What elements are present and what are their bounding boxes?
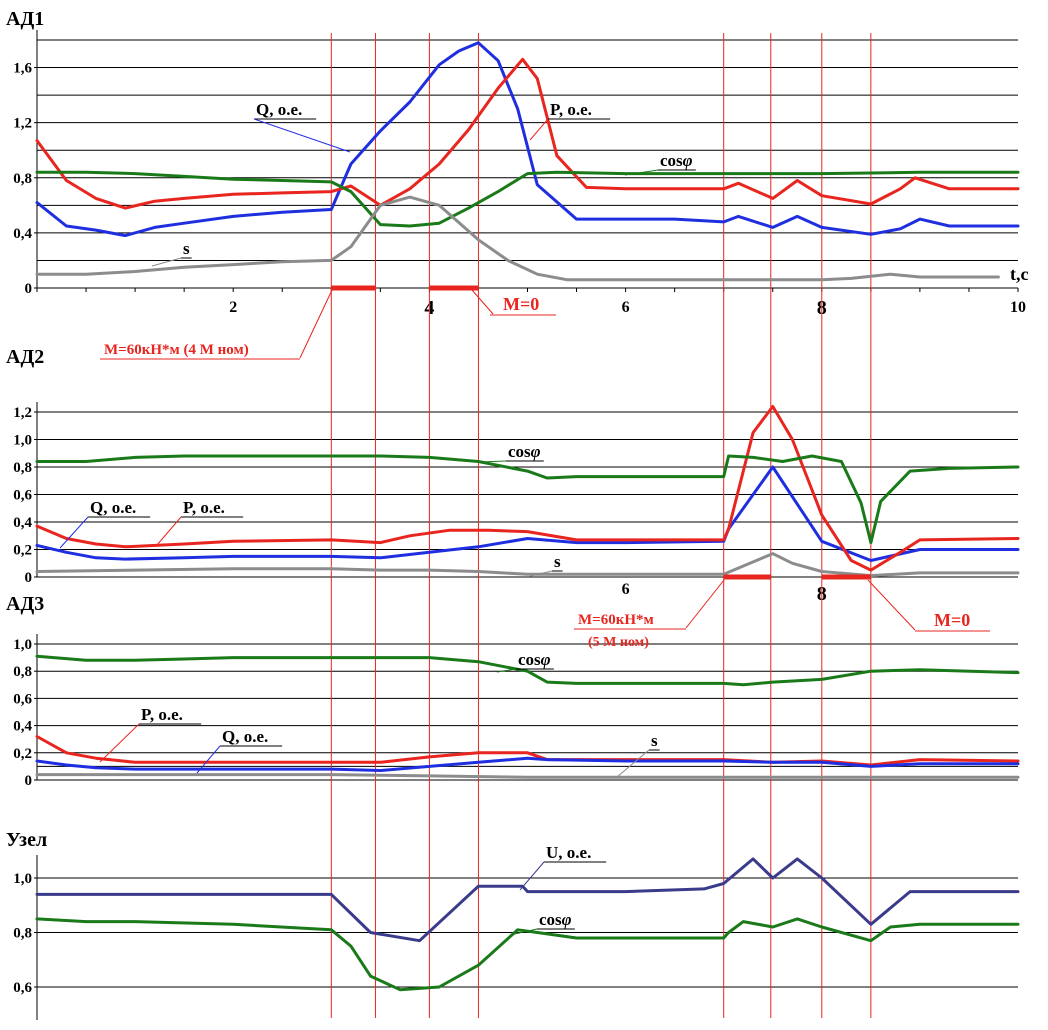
svg-text:Q, о.е.: Q, о.е.	[256, 100, 302, 119]
series-line-P	[35, 405, 1020, 572]
series-label-ad3-p: P, о.е.	[99, 705, 202, 763]
series-line-Q	[35, 756, 1020, 772]
event-lines-layer	[330, 33, 872, 1018]
svg-text:cosφ: cosφ	[508, 442, 541, 461]
svg-text:P, о.е.: P, о.е.	[550, 100, 592, 119]
series-line-P	[35, 57, 1020, 210]
y-tick-label: 0	[25, 773, 33, 789]
series-label-ad2-p: P, о.е.	[156, 498, 244, 546]
y-tick-label: 0,4	[13, 719, 32, 735]
y-tick-label: 0,8	[13, 664, 32, 680]
series-line-Q	[35, 41, 1020, 238]
x-tick-label: 6	[622, 299, 630, 316]
grid-layer: 0 0,4 0,8 1,2 1,6 0 0,2 0,4 0,6 0,8 1,0 1,2 0 0,2 0,4 0…	[13, 30, 1026, 1020]
y-tick-label: 0,8	[13, 171, 32, 187]
svg-text:s: s	[554, 552, 561, 571]
svg-text:P, о.е.: P, о.е.	[141, 705, 183, 724]
series-label-ad3-cos: cosφ	[496, 650, 554, 673]
y-tick-label: 0	[25, 281, 33, 297]
y-tick-label: 0,6	[13, 980, 32, 996]
svg-text:cosφ: cosφ	[660, 151, 693, 170]
x-tick-label: 10	[1010, 299, 1026, 316]
series-line-cos	[35, 917, 1020, 992]
panel-title-node: Узел	[6, 829, 47, 851]
svg-text:U, о.е.: U, о.е.	[546, 843, 591, 862]
series-line-U	[35, 857, 1020, 943]
annotation-load-ad2: M=60кН*м	[574, 579, 725, 630]
x-tick-label: 6	[622, 581, 630, 598]
series-line-s	[35, 773, 1020, 779]
svg-text:cosφ: cosφ	[518, 650, 551, 669]
y-tick-label: 0	[25, 570, 33, 586]
annotation-load-ad2-note: (5 M ном)	[588, 635, 649, 650]
svg-text:Q, о.е.: Q, о.е.	[90, 498, 136, 517]
series-label-ad1-cos: cosφ	[624, 151, 696, 176]
svg-text:Q, о.е.: Q, о.е.	[222, 727, 268, 746]
annotation-load-ad1: M=60кН*м (4 M ном)	[100, 289, 333, 360]
series-layer	[35, 41, 1020, 992]
svg-text:M=60кН*м: M=60кН*м	[578, 612, 654, 628]
svg-text:s: s	[183, 239, 190, 258]
y-tick-label: 1,2	[13, 405, 32, 421]
y-tick-label: 0,2	[13, 746, 32, 762]
series-label-ad1-s: s	[151, 239, 192, 267]
annotation-zero-ad2: M=0	[867, 579, 990, 632]
y-tick-label: 0,6	[13, 488, 32, 504]
y-tick-label: 1,0	[13, 433, 32, 449]
y-tick-label: 1,0	[13, 871, 32, 887]
annotation-zero-ad1: M=0	[471, 289, 556, 316]
series-line-s	[35, 552, 1020, 578]
series-line-Q	[35, 465, 1020, 562]
panel-title-ad3: АД3	[6, 593, 44, 615]
svg-text:P, о.е.: P, о.е.	[183, 498, 225, 517]
y-tick-label: 0,8	[13, 460, 32, 476]
series-label-ad2-cos: cosφ	[479, 442, 544, 463]
x-unit-label: t,c	[1010, 264, 1028, 284]
y-tick-label: 0,8	[13, 926, 32, 942]
x-tick-label: 2	[229, 299, 237, 316]
series-label-ad2-s: s	[529, 552, 563, 577]
svg-text:M=0: M=0	[934, 610, 970, 630]
series-label-ad3-s: s	[616, 731, 660, 778]
series-line-cos	[35, 170, 1020, 228]
series-label-node-u: U, о.е.	[519, 843, 607, 891]
series-label-ad2-q: Q, о.е.	[59, 498, 151, 549]
svg-text:cosφ: cosφ	[539, 910, 572, 929]
svg-text:M=0: M=0	[503, 294, 539, 314]
series-line-s	[35, 195, 1000, 282]
labels-layer: Q, о.е. P, о.е. cosφ s Q, о.е. P, о.е. cosφ s P,…	[59, 100, 990, 936]
svg-text:M=60кН*м (4 M ном): M=60кН*м (4 M ном)	[104, 342, 249, 358]
series-label-node-cos: cosφ	[509, 910, 575, 936]
series-label-ad1-p: P, о.е.	[529, 100, 611, 141]
series-line-cos	[35, 654, 1020, 687]
y-tick-label: 0,4	[13, 515, 32, 531]
y-tick-label: 0,6	[13, 691, 32, 707]
series-label-ad1-q: Q, о.е.	[253, 100, 351, 153]
panel-title-ad1: АД1	[6, 8, 44, 30]
y-tick-label: 1,6	[13, 61, 32, 77]
svg-text:s: s	[651, 731, 658, 750]
y-tick-label: 0,2	[13, 543, 32, 559]
y-tick-label: 0,4	[13, 226, 32, 242]
panel-title-ad2: АД2	[6, 346, 44, 368]
y-tick-label: 1,0	[13, 637, 32, 653]
series-line-cos	[35, 454, 1020, 545]
y-tick-label: 1,2	[13, 116, 32, 132]
series-label-ad3-q: Q, о.е.	[196, 727, 283, 774]
